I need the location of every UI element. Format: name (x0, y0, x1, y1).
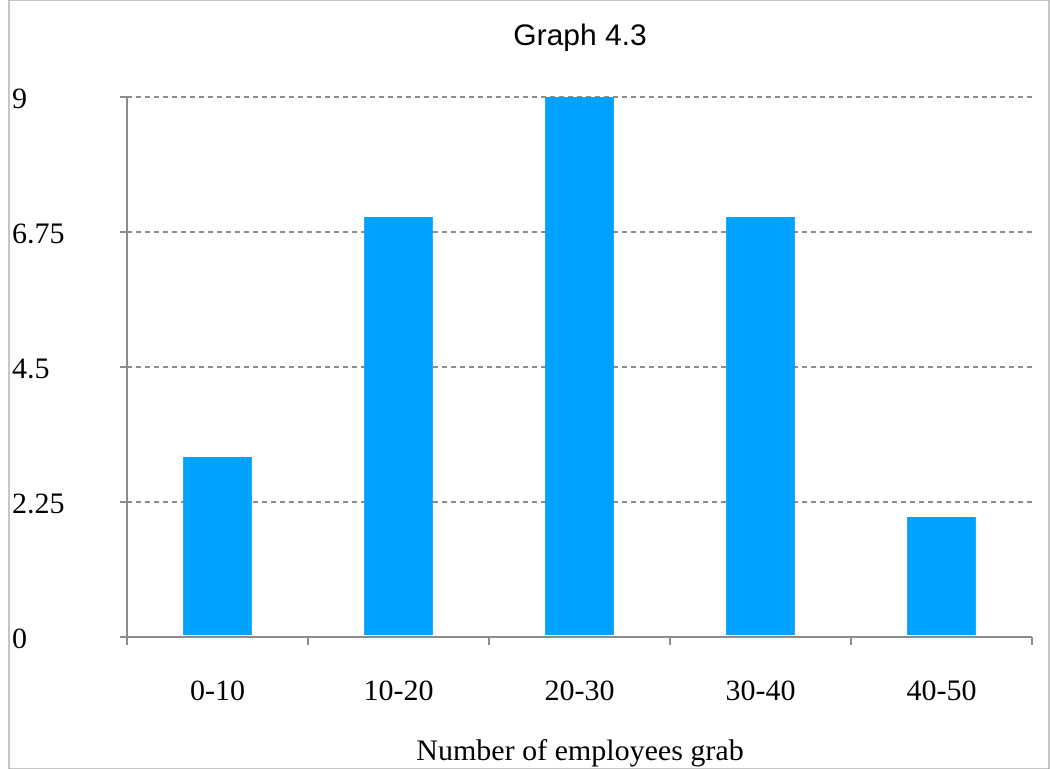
chart-title: Graph 4.3 (513, 19, 646, 52)
y-tick-label: 0 (12, 622, 27, 655)
y-tick-label: 9 (12, 82, 27, 115)
bar-0-10 (183, 457, 252, 635)
bar-20-30 (545, 97, 614, 635)
bar-10-20 (364, 217, 433, 635)
x-tick-labels: 0-10 10-20 20-30 30-40 40-50 (190, 674, 977, 707)
y-tick-labels: 0 2.25 4.5 6.75 9 (12, 82, 65, 655)
y-tick-label: 4.5 (12, 352, 50, 385)
bar-30-40 (726, 217, 795, 635)
x-tick-label: 10-20 (364, 674, 434, 707)
y-tick-label: 6.75 (12, 217, 65, 250)
bar-40-50 (907, 517, 976, 635)
x-tick-label: 30-40 (726, 674, 796, 707)
chart-border (8, 0, 1050, 769)
y-tick-label: 2.25 (12, 487, 65, 520)
axes (120, 96, 1033, 645)
x-axis-label: Number of employees grab (416, 734, 743, 767)
bars (183, 97, 976, 635)
x-tick-label: 0-10 (190, 674, 245, 707)
x-tick-label: 40-50 (907, 674, 977, 707)
x-tick-label: 20-30 (545, 674, 615, 707)
